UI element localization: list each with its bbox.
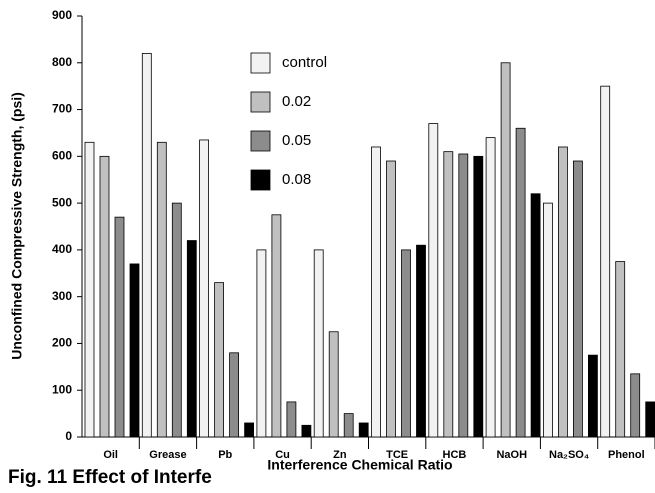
x-tick-label: Cu: [275, 449, 290, 461]
bar: [630, 373, 641, 438]
bar: [401, 249, 411, 438]
bar: [615, 261, 626, 438]
caption: Fig. 11 Effect of Interfe: [8, 467, 212, 488]
bar: [156, 141, 167, 438]
y-tick-label: 500: [52, 195, 72, 209]
y-tick-label: 700: [52, 102, 72, 116]
bar: [286, 401, 297, 438]
bar: [99, 155, 110, 438]
bar: [141, 53, 152, 438]
bar: [515, 127, 526, 438]
x-tick-label: HCB: [443, 449, 467, 461]
x-tick-label: NaOH: [496, 449, 527, 461]
bar: [600, 85, 611, 438]
bar: [543, 202, 553, 438]
bar: [416, 244, 426, 438]
bar: [358, 422, 369, 438]
legend-label: 0.08: [282, 171, 311, 188]
y-tick-label: 0: [65, 429, 72, 443]
bar: [244, 422, 255, 438]
legend-swatch: [250, 52, 271, 74]
bar: [458, 153, 469, 438]
x-title-bg: [255, 457, 465, 477]
x-tick-label: Zn: [333, 449, 347, 461]
y-tick-label: 100: [52, 382, 72, 396]
bar: [271, 214, 282, 438]
legend-label: control: [282, 54, 327, 71]
bar: [343, 413, 354, 438]
bar: [256, 249, 267, 438]
legend-label: 0.02: [282, 93, 311, 110]
bar: [443, 151, 454, 438]
x-tick-label: Phenol: [608, 449, 645, 461]
bar: [371, 146, 381, 438]
bar: [428, 123, 439, 438]
legend-swatch: [250, 91, 271, 113]
bar: [588, 354, 598, 438]
y-tick-label: 200: [52, 336, 72, 350]
bar: [328, 331, 339, 438]
bar: [214, 282, 225, 438]
bar: [84, 141, 95, 438]
legend-swatch: [250, 169, 271, 191]
legend-swatch: [250, 130, 271, 152]
bar: [186, 240, 197, 438]
bar: [301, 424, 312, 438]
y-tick-label: 600: [52, 149, 72, 163]
x-tick-label: Grease: [149, 449, 186, 461]
bar: [313, 249, 324, 438]
y-axis-title: Unconfined Compressive Strength, (psi): [9, 92, 25, 360]
bar: [199, 139, 210, 438]
y-tick-label: 800: [52, 55, 72, 69]
x-axis-title: Interference Chemical Ratio: [267, 457, 452, 473]
bar: [473, 155, 484, 438]
bar: [573, 160, 583, 438]
bar: [645, 401, 655, 438]
bar: [485, 137, 496, 438]
bar: [530, 193, 541, 438]
y-tick-label: 400: [52, 242, 72, 256]
legend-label: 0.05: [282, 132, 311, 149]
x-tick-label: Pb: [218, 449, 232, 461]
x-tick-label: Oil: [103, 449, 118, 461]
bar: [229, 352, 240, 438]
y-tick-label: 900: [52, 8, 72, 22]
bar: [129, 263, 140, 438]
bar: [500, 62, 511, 438]
x-tick-label: Na₂SO₄: [549, 449, 589, 461]
bar: [114, 216, 125, 438]
bar: [386, 160, 396, 438]
bar: [171, 202, 182, 438]
x-tick-label: TCE: [386, 449, 408, 461]
y-tick-label: 300: [52, 289, 72, 303]
bar: [558, 146, 568, 438]
